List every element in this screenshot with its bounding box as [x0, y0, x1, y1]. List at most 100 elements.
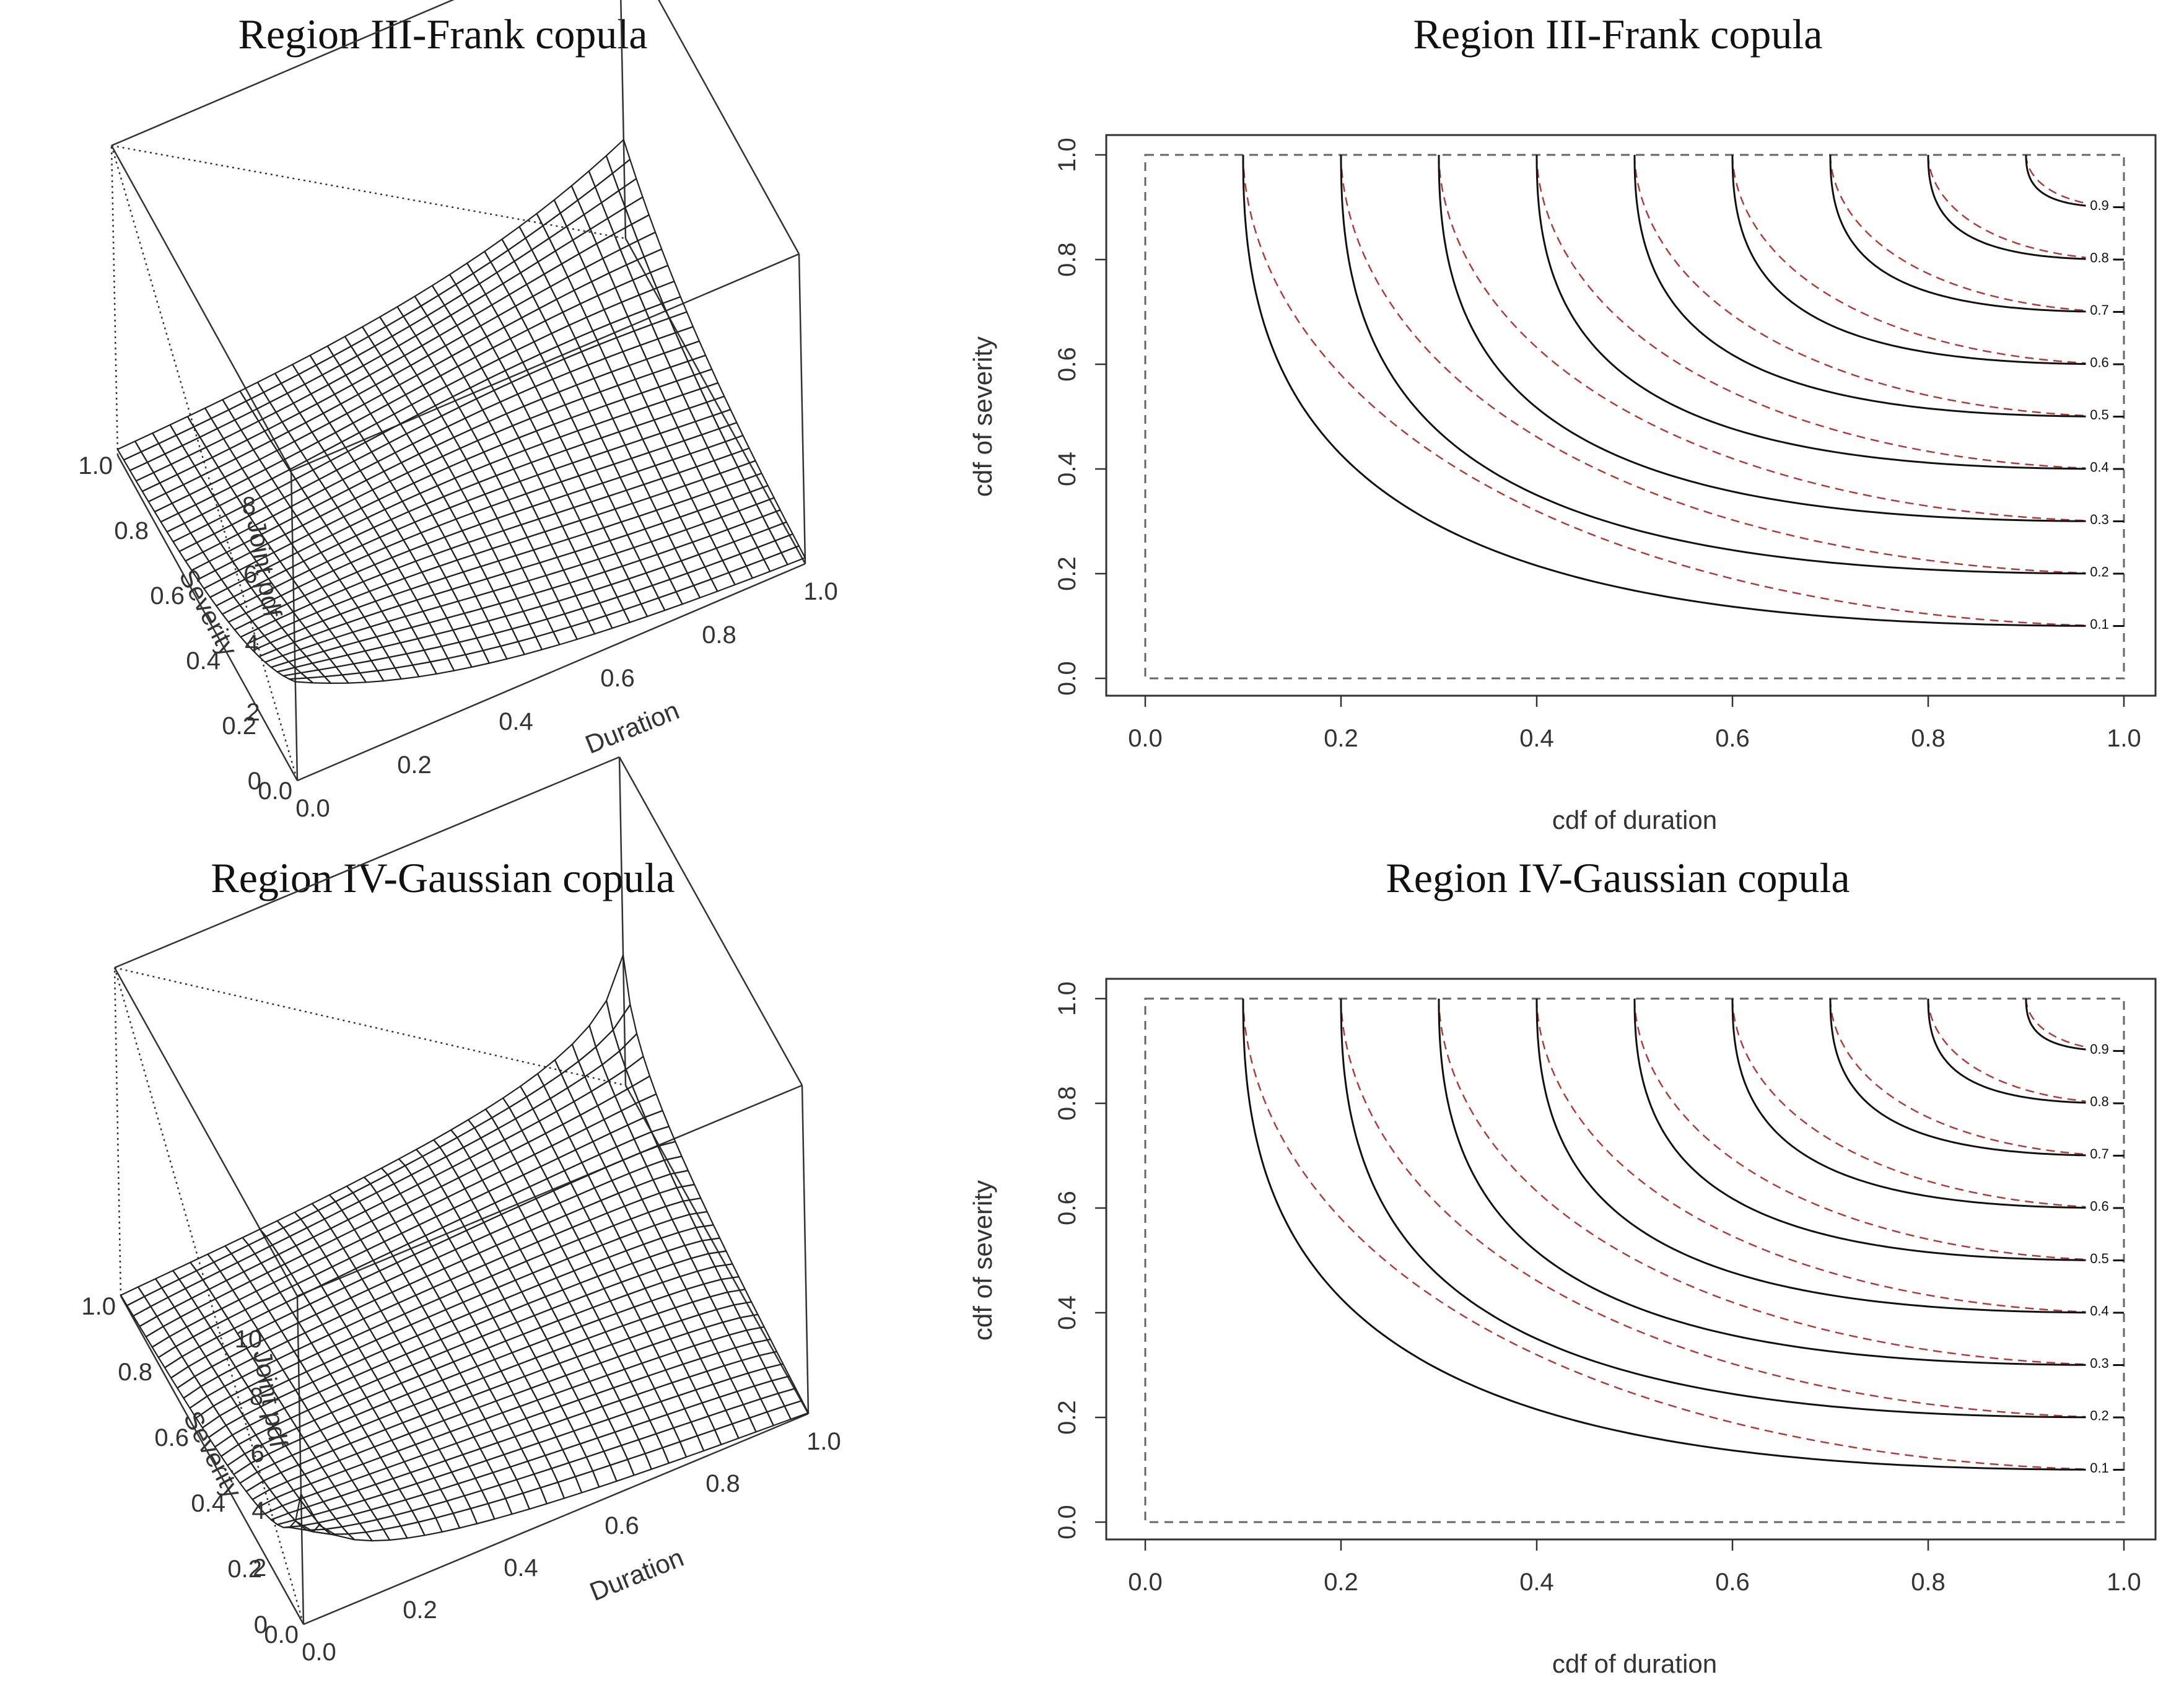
surface-facet	[502, 523, 528, 544]
surface-facet	[579, 1437, 605, 1458]
surface-facet	[611, 1338, 637, 1358]
joint-pdf-tick-label: 8	[250, 1383, 263, 1410]
surface-facet	[554, 1386, 580, 1407]
surface-facet	[578, 469, 604, 490]
panel-b-contour-plot: 0.1 0.2 0.3 0.4 0.5 0.6 0.7 0.8 0.9 0.0 0.2 0.4 0.6…	[968, 134, 2157, 834]
surface-facet	[608, 264, 634, 289]
surface-facet	[377, 667, 402, 682]
duration-tick-label: 0.0	[302, 1639, 336, 1666]
x-tick-label: 1.0	[2107, 1569, 2141, 1596]
joint-pdf-tick-label: 2	[247, 699, 260, 726]
box-edge	[290, 470, 299, 781]
surface-facet	[719, 466, 745, 487]
surface-facet	[358, 636, 384, 652]
surface-facet	[628, 1331, 654, 1352]
surface-facet	[564, 397, 590, 419]
surface-facet	[634, 372, 660, 394]
surface-facet	[665, 1200, 691, 1220]
surface-facet	[694, 414, 720, 436]
surface-facet	[588, 1375, 614, 1395]
x-tick-label: 0.8	[1911, 1569, 1946, 1596]
surface-facet	[409, 582, 435, 601]
surface-facet	[673, 497, 699, 518]
surface-facet	[653, 413, 679, 434]
surface-facet	[564, 608, 590, 628]
surface-facet	[474, 590, 500, 610]
surface-facet	[590, 1256, 616, 1277]
duration-tick-label: 0.4	[499, 708, 533, 735]
surface-facet	[684, 1240, 710, 1259]
surface-facet	[569, 364, 595, 386]
surface-facet	[526, 1455, 553, 1475]
surface-facet	[704, 1321, 730, 1341]
surface-facet	[679, 510, 705, 531]
hidden-box-edge	[110, 145, 119, 456]
surface-facet	[658, 1186, 684, 1207]
box-edge	[113, 967, 299, 1297]
surface-facet	[653, 1219, 679, 1239]
surface-facet	[538, 1436, 564, 1456]
surface-facet	[630, 1211, 656, 1233]
surface-facet	[592, 540, 617, 560]
panel-b-contours: 0.1 0.2 0.3 0.4 0.5 0.6 0.7 0.8 0.9	[1242, 154, 2125, 633]
surface-facet	[564, 1325, 589, 1346]
contour-empirical-line	[1731, 154, 2125, 366]
surface-facet	[710, 1334, 736, 1354]
surface-facet	[561, 520, 587, 540]
surface-facet	[504, 567, 530, 587]
contour-empirical-line	[1340, 154, 2125, 575]
surface-facet	[481, 1484, 507, 1505]
surface-facet	[502, 480, 527, 501]
panel-b-axes: 0.0 0.2 0.4 0.6 0.8 1.0 0.0 0.2 0.4 0.6 0.8 1.0 cdf …	[968, 138, 2141, 834]
surface-facet	[728, 1329, 754, 1349]
surface-facet	[427, 577, 453, 596]
y-tick-label: 0.8	[1054, 242, 1081, 277]
contour-theoretical-line	[1633, 999, 2124, 1261]
contour-theoretical-line	[1438, 999, 2124, 1366]
surface-facet	[630, 1375, 655, 1396]
surface-facet	[462, 566, 488, 585]
surface-facet	[608, 1412, 634, 1433]
surface-facet	[598, 1312, 624, 1333]
surface-facet	[609, 1124, 635, 1148]
surface-facet	[701, 427, 727, 449]
surface-facet	[677, 421, 702, 442]
surface-facet	[547, 404, 572, 426]
surface-facet	[758, 1351, 784, 1369]
surface-facet	[596, 508, 622, 529]
surface-facet	[736, 1385, 762, 1406]
surface-facet	[560, 1399, 586, 1419]
surface-facet	[662, 1441, 688, 1464]
surface-facet	[516, 592, 542, 612]
surface-facet	[544, 525, 570, 546]
contour-theoretical-line	[1731, 155, 2124, 366]
surface-facet	[574, 1307, 600, 1327]
surface-facet	[585, 309, 611, 332]
surface-facet	[563, 351, 589, 373]
surface-facet	[655, 504, 681, 524]
surface-facet	[636, 419, 662, 440]
contour-theoretical-line	[1927, 999, 2124, 1105]
surface-facet	[482, 645, 508, 664]
surface-facet	[706, 1365, 732, 1385]
surface-facet	[665, 394, 690, 415]
surface-facet	[534, 587, 559, 607]
surface-facet	[597, 287, 622, 310]
surface-facet	[763, 552, 788, 572]
surface-facet	[457, 1478, 483, 1497]
surface-facet	[660, 1232, 686, 1252]
surface-facet	[479, 517, 505, 538]
surface-facet	[647, 1369, 673, 1390]
surface-facet	[445, 571, 471, 590]
surface-facet	[679, 1435, 705, 1458]
surface-facet	[730, 1372, 756, 1393]
surface-facet	[601, 1399, 627, 1420]
surface-facet	[702, 472, 728, 493]
surface-facet	[663, 346, 689, 368]
surface-facet	[614, 1263, 640, 1283]
surface-facet	[642, 432, 668, 453]
contour-empirical-line	[1438, 998, 2125, 1366]
surface-facet	[544, 1449, 570, 1469]
surface-facet	[713, 453, 739, 475]
box-edge	[116, 455, 299, 781]
